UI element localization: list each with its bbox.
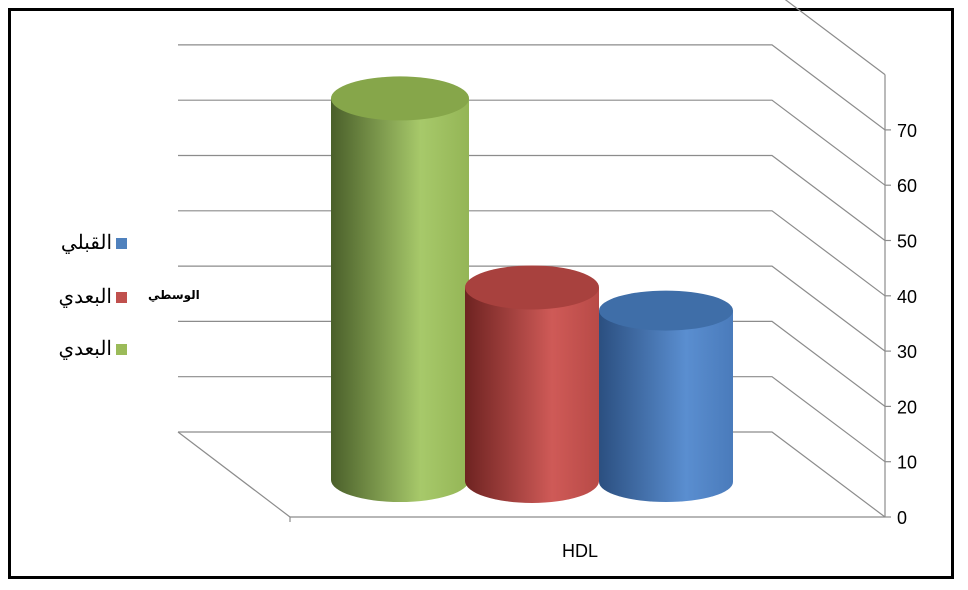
legend-label-qabli: القبلي	[60, 230, 112, 254]
legend-swatch-blue	[116, 238, 127, 249]
value-axis-tick-label-30: 30	[897, 342, 917, 362]
legend-item-badi-2: البعدي	[58, 336, 127, 360]
gridline-50	[178, 154, 886, 241]
bar-top-badi-2	[331, 76, 469, 121]
legend-label-badi-1: البعدي	[58, 284, 113, 308]
legend-note: الوسطي	[148, 288, 200, 302]
gridline-60	[178, 99, 886, 186]
value-axis-tick-label-40: 40	[897, 287, 917, 307]
legend-item-qabli: القبلي	[61, 230, 127, 254]
bar-qabli	[599, 290, 733, 502]
value-axis: 0 10 20 30 40 50 60 70	[884, 74, 917, 528]
gridline-70	[178, 44, 886, 131]
value-axis-tick-label-60: 60	[897, 176, 917, 196]
legend-item-badi-1: البعدي	[58, 284, 127, 308]
legend-swatch-green	[116, 344, 127, 355]
legend-swatch-red	[116, 292, 127, 303]
bar-top-qabli	[599, 290, 733, 331]
bar-badi-1	[465, 265, 599, 503]
value-axis-tick-label-50: 50	[897, 232, 917, 252]
bar-top-badi-1	[465, 265, 599, 310]
bar-body-badi-2	[331, 98, 469, 503]
value-axis-tick-label-10: 10	[897, 453, 917, 473]
bar-body-qabli	[599, 310, 733, 502]
gridline-80	[784, 0, 886, 76]
value-axis-tick-label-0: 0	[897, 508, 907, 528]
bars	[331, 76, 733, 503]
category-label-hdl: HDL	[562, 541, 598, 561]
bar-body-badi-1	[465, 287, 599, 503]
bar-badi-2	[331, 76, 469, 503]
floor-left-edge	[177, 431, 291, 518]
value-axis-tick-label-20: 20	[897, 397, 917, 417]
value-axis-tick-label-70: 70	[897, 121, 917, 141]
legend-label-badi-2: البعدي	[58, 336, 113, 360]
